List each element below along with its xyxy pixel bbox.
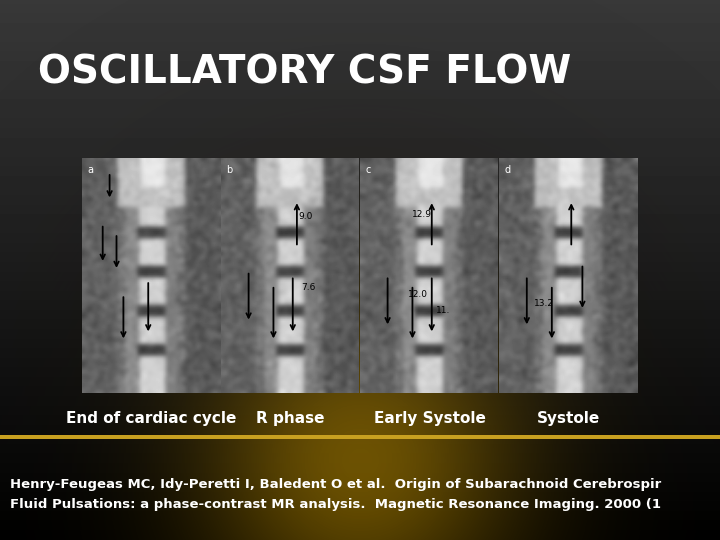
Text: b: b xyxy=(227,165,233,175)
Text: c: c xyxy=(366,165,371,175)
Text: d: d xyxy=(505,165,510,175)
Text: R phase: R phase xyxy=(256,411,325,426)
Text: Early Systole: Early Systole xyxy=(374,411,485,426)
Text: OSCILLATORY CSF FLOW: OSCILLATORY CSF FLOW xyxy=(38,53,571,91)
Text: Systole: Systole xyxy=(537,411,600,426)
Text: 12.0: 12.0 xyxy=(408,290,428,299)
Text: Fluid Pulsations: a phase-contrast MR analysis.  Magnetic Resonance Imaging. 200: Fluid Pulsations: a phase-contrast MR an… xyxy=(10,498,661,511)
Text: 13.2: 13.2 xyxy=(534,299,554,308)
Text: 7.6: 7.6 xyxy=(301,283,315,292)
Text: Henry-Feugeas MC, Idy-Peretti I, Baledent O et al.  Origin of Subarachnoid Cereb: Henry-Feugeas MC, Idy-Peretti I, Baleden… xyxy=(10,478,661,491)
Text: 9.0: 9.0 xyxy=(298,212,312,221)
Text: End of cardiac cycle: End of cardiac cycle xyxy=(66,411,237,426)
Bar xyxy=(0,435,720,439)
Text: 12.9: 12.9 xyxy=(413,210,433,219)
Text: a: a xyxy=(88,165,94,175)
Text: 11.: 11. xyxy=(436,306,450,315)
